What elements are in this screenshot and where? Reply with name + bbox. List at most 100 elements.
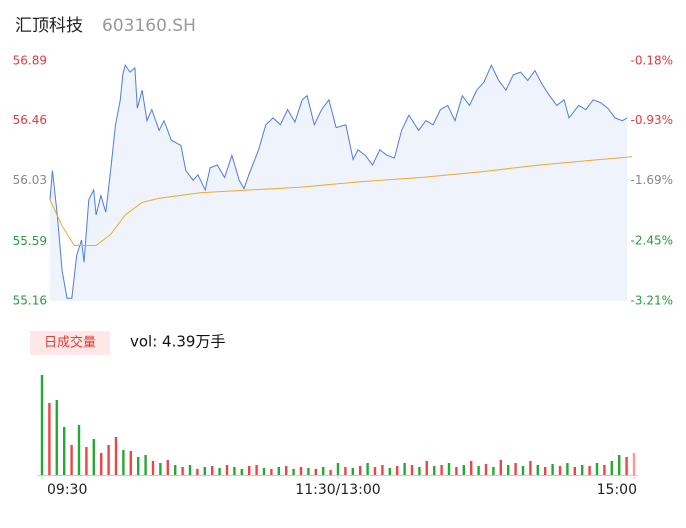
stock-code: 603160.SH bbox=[102, 16, 196, 36]
volume-bar bbox=[410, 465, 414, 475]
volume-legend: 日成交量 bbox=[44, 335, 96, 351]
volume-legend-bg bbox=[30, 331, 110, 355]
volume-bar bbox=[455, 467, 458, 475]
volume-bar bbox=[484, 464, 488, 475]
volume-bar bbox=[233, 467, 236, 475]
volume-bar bbox=[188, 465, 192, 475]
volume-bar bbox=[270, 469, 273, 475]
volume-bar bbox=[55, 400, 58, 475]
volume-bar bbox=[292, 469, 295, 475]
volume-bar bbox=[262, 468, 266, 475]
volume-bar bbox=[151, 461, 155, 475]
volume-bar bbox=[521, 466, 525, 475]
volume-bar bbox=[70, 445, 73, 475]
x-tick-label: 15:00 bbox=[597, 482, 637, 498]
y2-tick-label: -3.21% bbox=[631, 294, 673, 308]
volume-bar bbox=[329, 470, 332, 475]
volume-bar bbox=[632, 453, 636, 475]
volume-bar bbox=[447, 463, 451, 475]
volume-bar bbox=[558, 466, 562, 475]
volume-bar bbox=[551, 464, 554, 475]
volume-bar bbox=[63, 427, 66, 475]
volume-bar bbox=[418, 467, 421, 475]
y-tick-label: 56.03 bbox=[13, 173, 47, 187]
volume-bar bbox=[514, 463, 517, 475]
volume-bar bbox=[100, 453, 103, 475]
y2-tick-label: -1.69% bbox=[631, 173, 673, 187]
volume-bar bbox=[174, 465, 177, 475]
volume-bar bbox=[581, 465, 584, 475]
price-area bbox=[50, 65, 628, 301]
volume-bar bbox=[107, 445, 110, 475]
stock-name: 汇顶科技 bbox=[15, 16, 83, 36]
x-tick-label: 09:30 bbox=[47, 482, 87, 498]
volume-bar bbox=[536, 465, 539, 475]
volume-bar bbox=[396, 466, 399, 475]
volume-bar bbox=[122, 450, 125, 475]
volume-bar bbox=[166, 460, 169, 475]
volume-bar bbox=[40, 375, 44, 475]
volume-bar bbox=[618, 455, 621, 475]
volume-bar bbox=[603, 465, 606, 475]
volume-annotation: vol: 4.39万手 bbox=[130, 333, 225, 351]
volume-bar bbox=[129, 451, 132, 475]
volume-bar bbox=[218, 468, 221, 475]
volume-bar bbox=[285, 466, 288, 475]
volume-bar bbox=[299, 467, 303, 475]
volume-bar bbox=[492, 467, 495, 475]
volume-bar bbox=[507, 465, 510, 475]
y2-tick-label: -0.18% bbox=[631, 54, 673, 68]
price-line bbox=[49, 63, 628, 299]
volume-bar bbox=[433, 466, 436, 475]
volume-bar bbox=[425, 461, 428, 475]
volume-bar bbox=[181, 467, 184, 475]
volume-bar bbox=[240, 469, 243, 475]
x-tick-label: 11:30/13:00 bbox=[295, 482, 380, 498]
volume-bar bbox=[225, 465, 229, 475]
volume-bar bbox=[196, 469, 199, 475]
volume-bar bbox=[625, 457, 628, 475]
volume-bar bbox=[77, 425, 81, 475]
volume-bar bbox=[381, 465, 384, 475]
volume-bar bbox=[477, 466, 480, 475]
volume-bar bbox=[255, 465, 258, 475]
volume-bar bbox=[595, 463, 599, 475]
y-tick-label: 55.59 bbox=[13, 234, 47, 248]
volume-bar bbox=[144, 455, 147, 475]
volume-bar bbox=[85, 447, 88, 475]
volume-bar bbox=[344, 467, 347, 475]
y2-tick-label: -2.45% bbox=[631, 233, 673, 247]
volume-bar bbox=[277, 467, 280, 475]
volume-bar bbox=[566, 463, 569, 475]
y2-tick-label: -0.93% bbox=[631, 113, 673, 127]
volume-bar bbox=[544, 467, 547, 475]
volume-bar bbox=[610, 461, 613, 475]
volume-bar bbox=[48, 403, 51, 475]
volume-bar bbox=[499, 460, 502, 475]
volume-bar bbox=[573, 467, 576, 475]
volume-bar bbox=[114, 437, 118, 475]
volume-bar bbox=[388, 468, 391, 475]
volume-bar bbox=[470, 461, 473, 475]
volume-bar bbox=[462, 465, 465, 475]
volume-bar bbox=[529, 461, 532, 475]
y-tick-label: 55.16 bbox=[13, 294, 47, 308]
volume-bar bbox=[366, 463, 369, 475]
volume-bar bbox=[159, 463, 162, 475]
volume-bar bbox=[440, 465, 443, 475]
volume-bar bbox=[307, 468, 310, 475]
average-line bbox=[49, 156, 633, 246]
volume-bar bbox=[322, 467, 325, 475]
volume-bar bbox=[248, 466, 251, 475]
volume-bar bbox=[373, 467, 377, 475]
volume-bar bbox=[203, 467, 206, 475]
volume-bar bbox=[336, 463, 340, 475]
volume-bar bbox=[588, 466, 591, 475]
y-tick-label: 56.89 bbox=[13, 54, 47, 68]
volume-bar bbox=[351, 468, 354, 475]
volume-bar bbox=[403, 463, 406, 475]
volume-bar bbox=[359, 466, 362, 475]
volume-bar bbox=[314, 469, 317, 475]
volume-bar bbox=[137, 457, 140, 475]
